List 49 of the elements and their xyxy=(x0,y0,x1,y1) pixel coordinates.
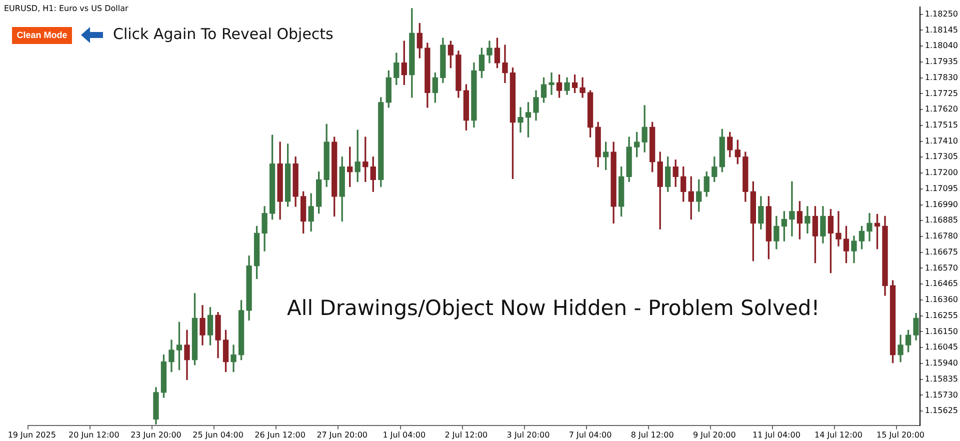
y-tick-label: 1.16675 xyxy=(924,247,958,256)
x-tick-label: 7 Jul 04:00 xyxy=(568,430,612,440)
y-tick-label: 1.16570 xyxy=(924,263,958,272)
y-tick-label: 1.17305 xyxy=(924,152,958,162)
chart-title: EURUSD, H1: Euro vs US Dollar xyxy=(4,4,128,13)
y-tick-label: 1.16465 xyxy=(924,279,958,288)
y-tick-label: 1.15835 xyxy=(924,374,958,384)
x-tick-label: 15 Jul 20:00 xyxy=(876,430,925,440)
y-tick-label: 1.15625 xyxy=(924,406,958,416)
y-tick-label: 1.18145 xyxy=(924,25,958,34)
x-tick-label: 8 Jul 12:00 xyxy=(630,430,674,440)
y-tick-label: 1.17620 xyxy=(924,104,958,114)
x-tick-label: 23 Jun 20:00 xyxy=(130,430,182,440)
y-tick-label: 1.16885 xyxy=(924,216,958,225)
y-tick-label: 1.17200 xyxy=(924,168,958,178)
mode-button: Clean Mode xyxy=(12,27,72,44)
x-tick-label: 9 Jul 20:00 xyxy=(692,430,736,440)
y-tick-label: 1.16255 xyxy=(924,310,958,320)
candlestick xyxy=(518,107,524,133)
y-tick-label: 1.15730 xyxy=(924,390,958,400)
x-tick-label: 25 Jun 04:00 xyxy=(192,430,244,440)
x-tick-label: 20 Jun 12:00 xyxy=(68,430,120,440)
y-tick-label: 1.17410 xyxy=(924,136,958,146)
y-tick-label: 1.16150 xyxy=(924,326,958,336)
x-tick-label: 2 Jul 12:00 xyxy=(444,430,488,440)
annotation: All Drawings/Object Now Hidden - Problem Solved! xyxy=(287,296,820,320)
y-tick-label: 1.15940 xyxy=(924,358,958,368)
x-tick-label: 19 Jun 2025 xyxy=(8,430,56,440)
x-tick-label: 14 Jul 12:00 xyxy=(814,430,862,440)
candlestick xyxy=(548,72,554,95)
y-tick-label: 1.17515 xyxy=(924,120,958,130)
x-tick-label: 1 Jul 04:00 xyxy=(382,430,426,440)
y-tick-label: 1.17095 xyxy=(924,184,958,193)
x-tick-label: 11 Jul 04:00 xyxy=(752,430,800,440)
y-tick-label: 1.17830 xyxy=(924,72,958,82)
x-tick-label: 27 Jun 20:00 xyxy=(316,430,368,440)
y-tick-label: 1.16780 xyxy=(924,232,958,241)
y-tick-label: 1.17935 xyxy=(924,57,958,66)
x-tick-label: 26 Jun 12:00 xyxy=(254,430,306,440)
y-tick-label: 1.16990 xyxy=(924,200,958,209)
x-tick-label: 3 Jul 20:00 xyxy=(506,430,550,440)
annotation: Click Again To Reveal Objects xyxy=(113,25,334,43)
y-tick-label: 1.18250 xyxy=(924,9,958,18)
y-tick-label: 1.17725 xyxy=(924,88,958,98)
candlestick xyxy=(836,211,842,246)
y-tick-label: 1.16045 xyxy=(924,342,958,352)
y-tick-label: 1.18040 xyxy=(924,41,958,50)
candlestick xyxy=(789,181,795,236)
y-tick-label: 1.16360 xyxy=(924,295,958,304)
